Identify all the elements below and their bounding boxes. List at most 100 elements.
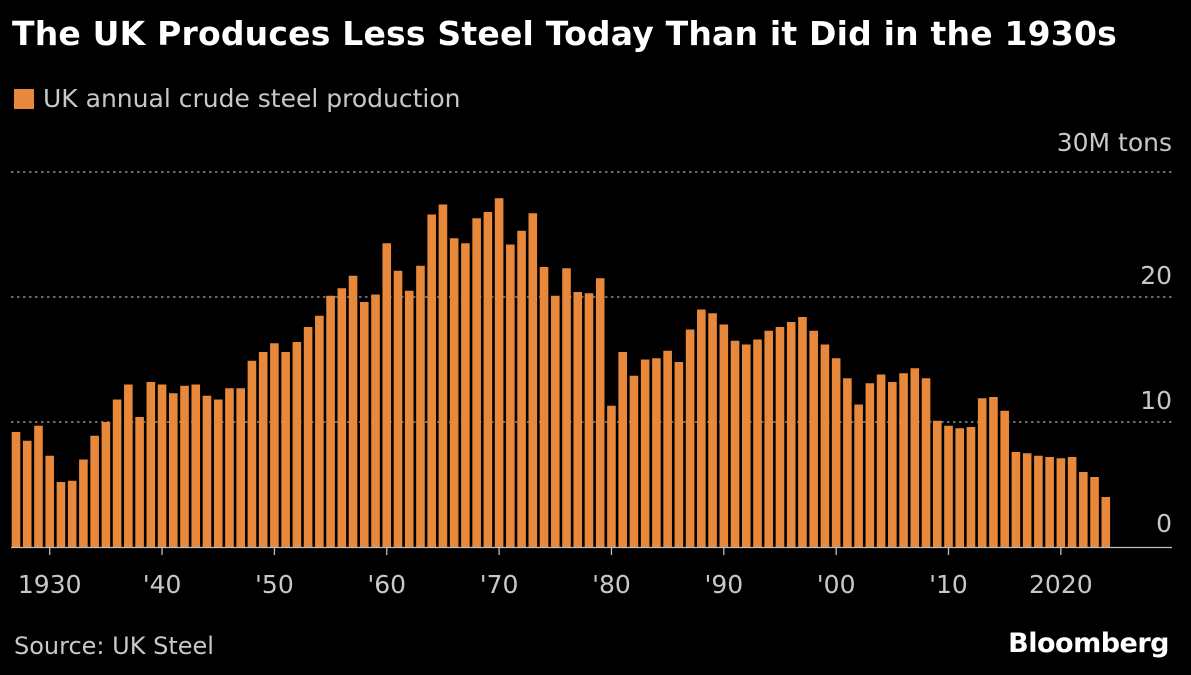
bar-1967 (461, 243, 470, 547)
chart-title: The UK Produces Less Steel Today Than it… (12, 14, 1117, 53)
bar-1937 (124, 384, 133, 547)
bar-2013 (977, 398, 987, 547)
bar-2011 (955, 428, 965, 547)
legend: UK annual crude steel production (14, 84, 461, 113)
bar-1966 (449, 238, 459, 547)
bar-1955 (326, 295, 335, 547)
bar-2017 (1022, 453, 1032, 547)
x-tick-label-1950: '50 (255, 570, 294, 599)
bar-1988 (697, 309, 706, 547)
bar-2008 (921, 378, 931, 547)
bar-1977 (573, 292, 583, 547)
bar-2014 (989, 397, 998, 547)
bar-1986 (674, 362, 684, 547)
bar-1992 (741, 344, 751, 547)
x-tick-label-2010: '10 (929, 570, 968, 599)
bar-1976 (562, 268, 571, 547)
bloomberg-logo: Bloomberg (1008, 628, 1169, 659)
bar-2024 (1101, 497, 1111, 547)
bar-2012 (966, 427, 976, 547)
bar-2010 (944, 425, 953, 547)
bar-1942 (180, 385, 189, 547)
bar-1930 (45, 455, 55, 547)
bar-1944 (202, 395, 212, 547)
bar-1965 (438, 204, 448, 547)
bar-2001 (843, 378, 852, 547)
bar-1939 (146, 382, 156, 547)
bar-1929 (34, 425, 43, 547)
bar-2023 (1090, 477, 1099, 547)
bar-1999 (820, 344, 830, 547)
bar-1946 (225, 388, 234, 547)
bar-1989 (708, 313, 717, 547)
bar-1956 (337, 288, 347, 547)
bar-1973 (528, 213, 538, 547)
bar-2005 (888, 382, 897, 547)
x-tick-label-1940: '40 (143, 570, 182, 599)
bar-2018 (1034, 455, 1043, 547)
bar-2020 (1056, 458, 1066, 547)
source-note: Source: UK Steel (14, 632, 214, 660)
bar-1945 (213, 399, 223, 547)
bar-1927 (11, 432, 21, 547)
bar-1935 (101, 422, 111, 547)
bar-2016 (1011, 452, 1021, 547)
bar-2006 (899, 373, 908, 547)
bar-1980 (607, 405, 616, 547)
bar-1962 (404, 290, 414, 547)
bar-1947 (236, 388, 245, 547)
bar-1994 (764, 330, 774, 547)
x-tick-label-1960: '60 (367, 570, 406, 599)
bar-1979 (595, 278, 605, 547)
legend-label: UK annual crude steel production (43, 84, 461, 113)
x-tick-label-2020: 2020 (1029, 570, 1093, 599)
y-tick-label-20: 20 (1140, 261, 1172, 290)
bar-1987 (685, 329, 695, 547)
bar-1974 (539, 267, 549, 547)
bar-1950 (270, 343, 279, 547)
x-tick-label-1990: '90 (704, 570, 743, 599)
bar-1934 (90, 435, 99, 547)
bar-1985 (663, 350, 672, 547)
bar-2022 (1079, 472, 1088, 547)
bar-1933 (79, 459, 88, 547)
bar-1971 (506, 244, 515, 547)
bar-1949 (258, 352, 268, 547)
bar-1972 (517, 230, 526, 547)
bar-2003 (865, 383, 875, 547)
bar-1963 (416, 265, 425, 547)
bar-2021 (1067, 457, 1077, 547)
x-tick-label-1930: 1930 (18, 570, 82, 599)
x-tick-label-2000: '00 (817, 570, 856, 599)
bar-1990 (719, 324, 729, 547)
bar-1997 (798, 317, 807, 547)
bar-2019 (1045, 457, 1054, 547)
bar-2002 (854, 404, 863, 547)
bar-1958 (359, 302, 369, 547)
bar-1936 (112, 399, 122, 547)
bar-2004 (876, 374, 886, 547)
bar-1951 (281, 352, 290, 547)
bar-1982 (629, 375, 639, 547)
bar-1970 (494, 198, 504, 547)
bar-1984 (652, 358, 661, 547)
bar-1940 (157, 384, 167, 547)
bar-1931 (56, 482, 66, 547)
bar-1995 (775, 327, 785, 547)
bar-1996 (786, 322, 796, 547)
bar-1993 (753, 339, 762, 547)
bar-1978 (584, 293, 594, 547)
bar-1960 (382, 243, 392, 547)
bar-2000 (831, 358, 841, 547)
bar-1983 (640, 359, 650, 547)
bar-1954 (315, 315, 324, 547)
bar-1948 (247, 360, 257, 547)
bar-1961 (393, 270, 403, 547)
bar-1932 (67, 480, 77, 547)
y-tick-label-0: 0 (1156, 509, 1172, 538)
bar-1952 (292, 342, 302, 547)
bar-1975 (550, 295, 560, 547)
bar-1943 (191, 384, 201, 547)
x-tick-label-1970: '70 (480, 570, 519, 599)
